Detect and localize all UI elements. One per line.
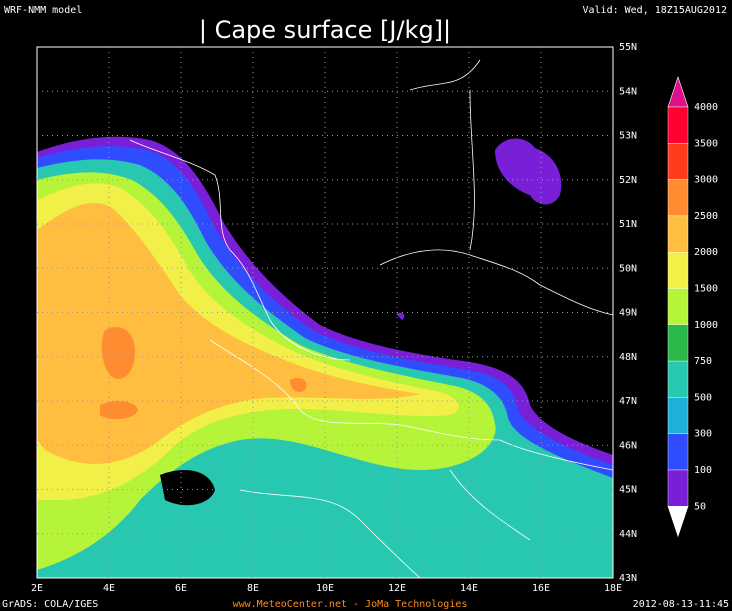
- lon-label: 8E: [247, 583, 259, 594]
- lat-label: 49N: [619, 308, 637, 319]
- cape-poland: [495, 138, 562, 205]
- lon-label: 6E: [175, 583, 187, 594]
- colorbar-label: 4000: [694, 102, 718, 113]
- colorbar-label: 100: [694, 465, 712, 476]
- colorbar-segment: [667, 288, 689, 325]
- borders: [129, 59, 613, 578]
- colorbar-label: 300: [694, 429, 712, 440]
- colorbar-label: 2000: [694, 247, 718, 258]
- lon-label: 16E: [532, 583, 550, 594]
- colorbar-label: 500: [694, 392, 712, 403]
- lat-label: 55N: [619, 42, 637, 53]
- lat-label: 43N: [619, 573, 637, 584]
- cape-spot: [396, 312, 405, 320]
- lon-label: 14E: [460, 583, 478, 594]
- colorbar-label: 750: [694, 356, 712, 367]
- colorbar-segment: [667, 433, 689, 471]
- graticule: 2E 4E 6E 8E 10E 12E 14E 16E 18E 55N 54N 53N 52N 51N 50…: [31, 42, 637, 594]
- lon-label: 18E: [604, 583, 622, 594]
- colorbar-label: 50: [694, 501, 706, 512]
- lon-label: 10E: [316, 583, 334, 594]
- cape-2500-c: [290, 378, 307, 392]
- colorbar-segment: [667, 397, 689, 434]
- cape-2500-a: [101, 326, 135, 379]
- lat-label: 54N: [619, 86, 637, 97]
- lat-label: 48N: [619, 352, 637, 363]
- lon-label: 12E: [388, 583, 406, 594]
- lat-label: 53N: [619, 131, 637, 142]
- model-label: WRF-NMM model: [4, 5, 82, 16]
- lat-label: 50N: [619, 263, 637, 274]
- colorbar-cap-bottom: [667, 506, 689, 538]
- colorbar-label: 1000: [694, 320, 718, 331]
- lat-label: 52N: [619, 175, 637, 186]
- lat-label: 45N: [619, 485, 637, 496]
- cape-2500-b: [100, 400, 138, 420]
- colorbar-segment: [667, 251, 689, 289]
- colorbar-segment: [667, 469, 689, 507]
- colorbar-segment: [667, 215, 689, 253]
- map-title: | Cape surface [J/kg]|: [199, 16, 451, 44]
- lat-label: 47N: [619, 396, 637, 407]
- colorbar-label: 2500: [694, 211, 718, 222]
- footer-right: 2012-08-13-11:45: [633, 599, 729, 610]
- colorbar-segment: [667, 143, 689, 180]
- colorbar-label: 1500: [694, 284, 718, 295]
- valid-time: Valid: Wed, 18Z15AUG2012: [583, 5, 728, 16]
- colorbar-segment: [667, 324, 689, 362]
- colorbar-segment: [667, 106, 689, 144]
- colorbar-label: 3500: [694, 138, 718, 149]
- lat-label: 51N: [619, 219, 637, 230]
- lat-label: 46N: [619, 440, 637, 451]
- lat-label: 44N: [619, 529, 637, 540]
- lon-label: 2E: [31, 583, 43, 594]
- colorbar-segment: [667, 360, 689, 398]
- colorbar: 4000 3500 3000 2500 2000 1500 1000 750 500 300 100…: [667, 76, 718, 538]
- footer-center: www.MeteoCenter.net - JoMa Technologies: [233, 599, 468, 610]
- colorbar-label: 3000: [694, 175, 718, 186]
- lon-label: 4E: [103, 583, 115, 594]
- sea-gap: [160, 470, 215, 506]
- footer-left: GrADS: COLA/IGES: [2, 599, 98, 610]
- colorbar-segment: [667, 179, 689, 217]
